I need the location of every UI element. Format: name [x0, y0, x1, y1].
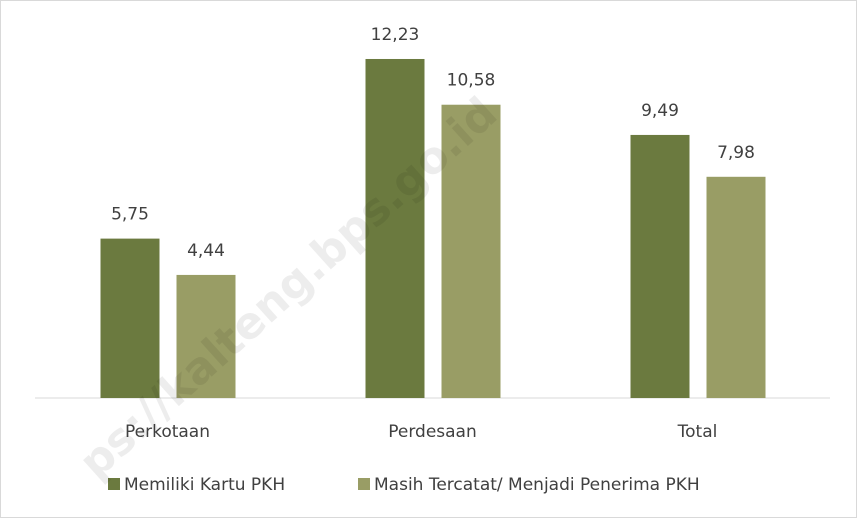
- data-label: 7,98: [717, 143, 755, 163]
- bar: [100, 238, 160, 398]
- data-label: 12,23: [371, 25, 420, 45]
- bar: [706, 176, 766, 398]
- x-tick-label: Perkotaan: [125, 422, 210, 442]
- x-tick-label: Total: [677, 422, 718, 442]
- legend-swatch: [358, 478, 370, 490]
- legend-swatch: [108, 478, 120, 490]
- bar: [630, 134, 690, 398]
- data-label: 9,49: [641, 101, 679, 121]
- x-tick-label: Perdesaan: [388, 422, 477, 442]
- legend-label: Masih Tercatat/ Menjadi Penerima PKH: [374, 475, 700, 495]
- data-label: 4,44: [187, 241, 225, 261]
- legend-label: Memiliki Kartu PKH: [124, 475, 285, 495]
- bar: [176, 274, 236, 398]
- bar: [441, 104, 501, 398]
- bar: [365, 58, 425, 398]
- data-label: 10,58: [447, 71, 496, 91]
- data-label: 5,75: [111, 205, 149, 225]
